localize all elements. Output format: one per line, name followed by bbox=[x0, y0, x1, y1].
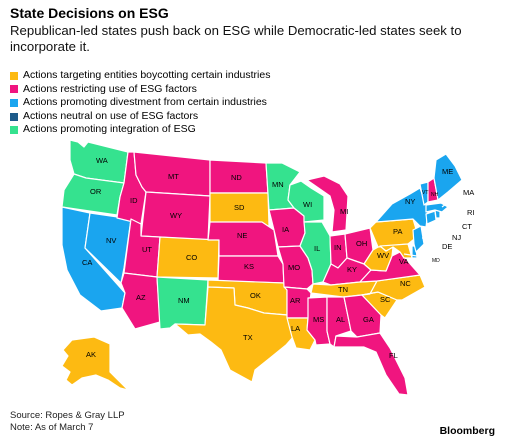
label-MN: MN bbox=[272, 180, 284, 189]
label-VA: VA bbox=[399, 257, 408, 266]
label-VT: VT bbox=[422, 190, 428, 196]
leader-ma bbox=[441, 191, 463, 208]
legend-label-boycott: Actions targeting entities boycotting ce… bbox=[23, 69, 271, 81]
label-SD: SD bbox=[234, 203, 245, 212]
label-LA: LA bbox=[291, 324, 300, 333]
legend-item-neutral: Actions neutral on use of ESG factors bbox=[10, 110, 270, 124]
label-OH: OH bbox=[356, 239, 367, 248]
label-AK: AK bbox=[86, 350, 96, 359]
legend-label-divest: Actions promoting divestment from certai… bbox=[23, 96, 267, 109]
label-UT: UT bbox=[142, 245, 152, 254]
label-MA: MA bbox=[463, 188, 474, 197]
chart-subtitle: Republican-led states push back on ESG w… bbox=[10, 23, 462, 54]
label-TX: TX bbox=[243, 333, 253, 342]
label-TN: TN bbox=[338, 285, 348, 294]
state-NJ bbox=[412, 225, 425, 253]
label-NC: NC bbox=[400, 279, 411, 288]
date-note: Note: As of March 7 bbox=[10, 421, 94, 433]
label-NE: NE bbox=[237, 231, 247, 240]
legend-swatch-restrict bbox=[10, 85, 18, 94]
label-ME: ME bbox=[442, 167, 453, 176]
legend-swatch-neutral bbox=[10, 112, 18, 121]
label-WI: WI bbox=[303, 200, 312, 209]
footer: Source: Ropes & Gray LLP Note: As of Mar… bbox=[10, 410, 125, 433]
label-NJ: NJ bbox=[452, 233, 461, 242]
legend-swatch-integrate bbox=[10, 126, 18, 135]
state-MI bbox=[306, 175, 349, 233]
leader-md bbox=[403, 253, 431, 259]
label-NY: NY bbox=[405, 197, 415, 206]
leader-ri bbox=[439, 211, 466, 215]
label-IN: IN bbox=[334, 243, 342, 252]
label-AZ: AZ bbox=[136, 293, 146, 302]
leader-ct bbox=[431, 221, 461, 227]
label-CO: CO bbox=[186, 253, 197, 262]
label-NV: NV bbox=[106, 236, 116, 245]
label-OR: OR bbox=[90, 187, 102, 196]
label-WA: WA bbox=[96, 156, 108, 165]
label-MO: MO bbox=[288, 263, 300, 272]
label-NH: NH bbox=[431, 192, 439, 198]
label-ND: ND bbox=[231, 173, 242, 182]
label-NM: NM bbox=[178, 296, 190, 305]
label-MD: MD bbox=[432, 258, 440, 264]
label-KY: KY bbox=[347, 265, 357, 274]
legend-item-restrict: Actions restricting use of ESG factors bbox=[10, 83, 270, 97]
legend-label-restrict: Actions restricting use of ESG factors bbox=[23, 82, 197, 95]
label-FL: FL bbox=[389, 351, 398, 360]
label-CA: CA bbox=[82, 258, 92, 267]
state-FL bbox=[333, 332, 409, 396]
state-CT bbox=[425, 210, 437, 225]
state-AK bbox=[61, 336, 129, 391]
label-CT: CT bbox=[462, 222, 472, 231]
label-IA: IA bbox=[282, 225, 289, 234]
legend-item-divest: Actions promoting divestment from certai… bbox=[10, 96, 270, 110]
label-ID: ID bbox=[130, 196, 138, 205]
legend-item-integrate: Actions promoting integration of ESG bbox=[10, 123, 270, 137]
legend-label-integrate: Actions promoting integration of ESG bbox=[23, 123, 196, 136]
chart-title: State Decisions on ESG bbox=[10, 5, 169, 21]
label-WY: WY bbox=[170, 211, 182, 220]
label-SC: SC bbox=[380, 295, 391, 304]
leader-de bbox=[415, 245, 441, 253]
legend-swatch-divest bbox=[10, 98, 18, 107]
label-RI: RI bbox=[467, 208, 475, 217]
label-AL: AL bbox=[336, 315, 345, 324]
label-IL: IL bbox=[314, 244, 320, 253]
label-DE: DE bbox=[442, 242, 452, 251]
label-AR: AR bbox=[290, 296, 301, 305]
legend-item-boycott: Actions targeting entities boycotting ce… bbox=[10, 69, 270, 83]
label-OK: OK bbox=[250, 291, 261, 300]
state-TX bbox=[174, 286, 294, 383]
source-note: Source: Ropes & Gray LLP bbox=[10, 410, 125, 421]
label-MI: MI bbox=[340, 207, 348, 216]
label-MS: MS bbox=[313, 315, 324, 324]
state-ME bbox=[433, 153, 463, 201]
legend: Actions targeting entities boycotting ce… bbox=[10, 69, 270, 137]
state-WI bbox=[287, 180, 325, 223]
label-GA: GA bbox=[363, 315, 374, 324]
state-MA bbox=[425, 202, 449, 213]
legend-swatch-boycott bbox=[10, 71, 18, 80]
label-WV: WV bbox=[377, 251, 389, 260]
legend-label-neutral: Actions neutral on use of ESG factors bbox=[23, 109, 199, 122]
bloomberg-logo: Bloomberg bbox=[439, 425, 495, 437]
label-KS: KS bbox=[244, 262, 254, 271]
label-MT: MT bbox=[168, 172, 179, 181]
label-PA: PA bbox=[393, 227, 402, 236]
